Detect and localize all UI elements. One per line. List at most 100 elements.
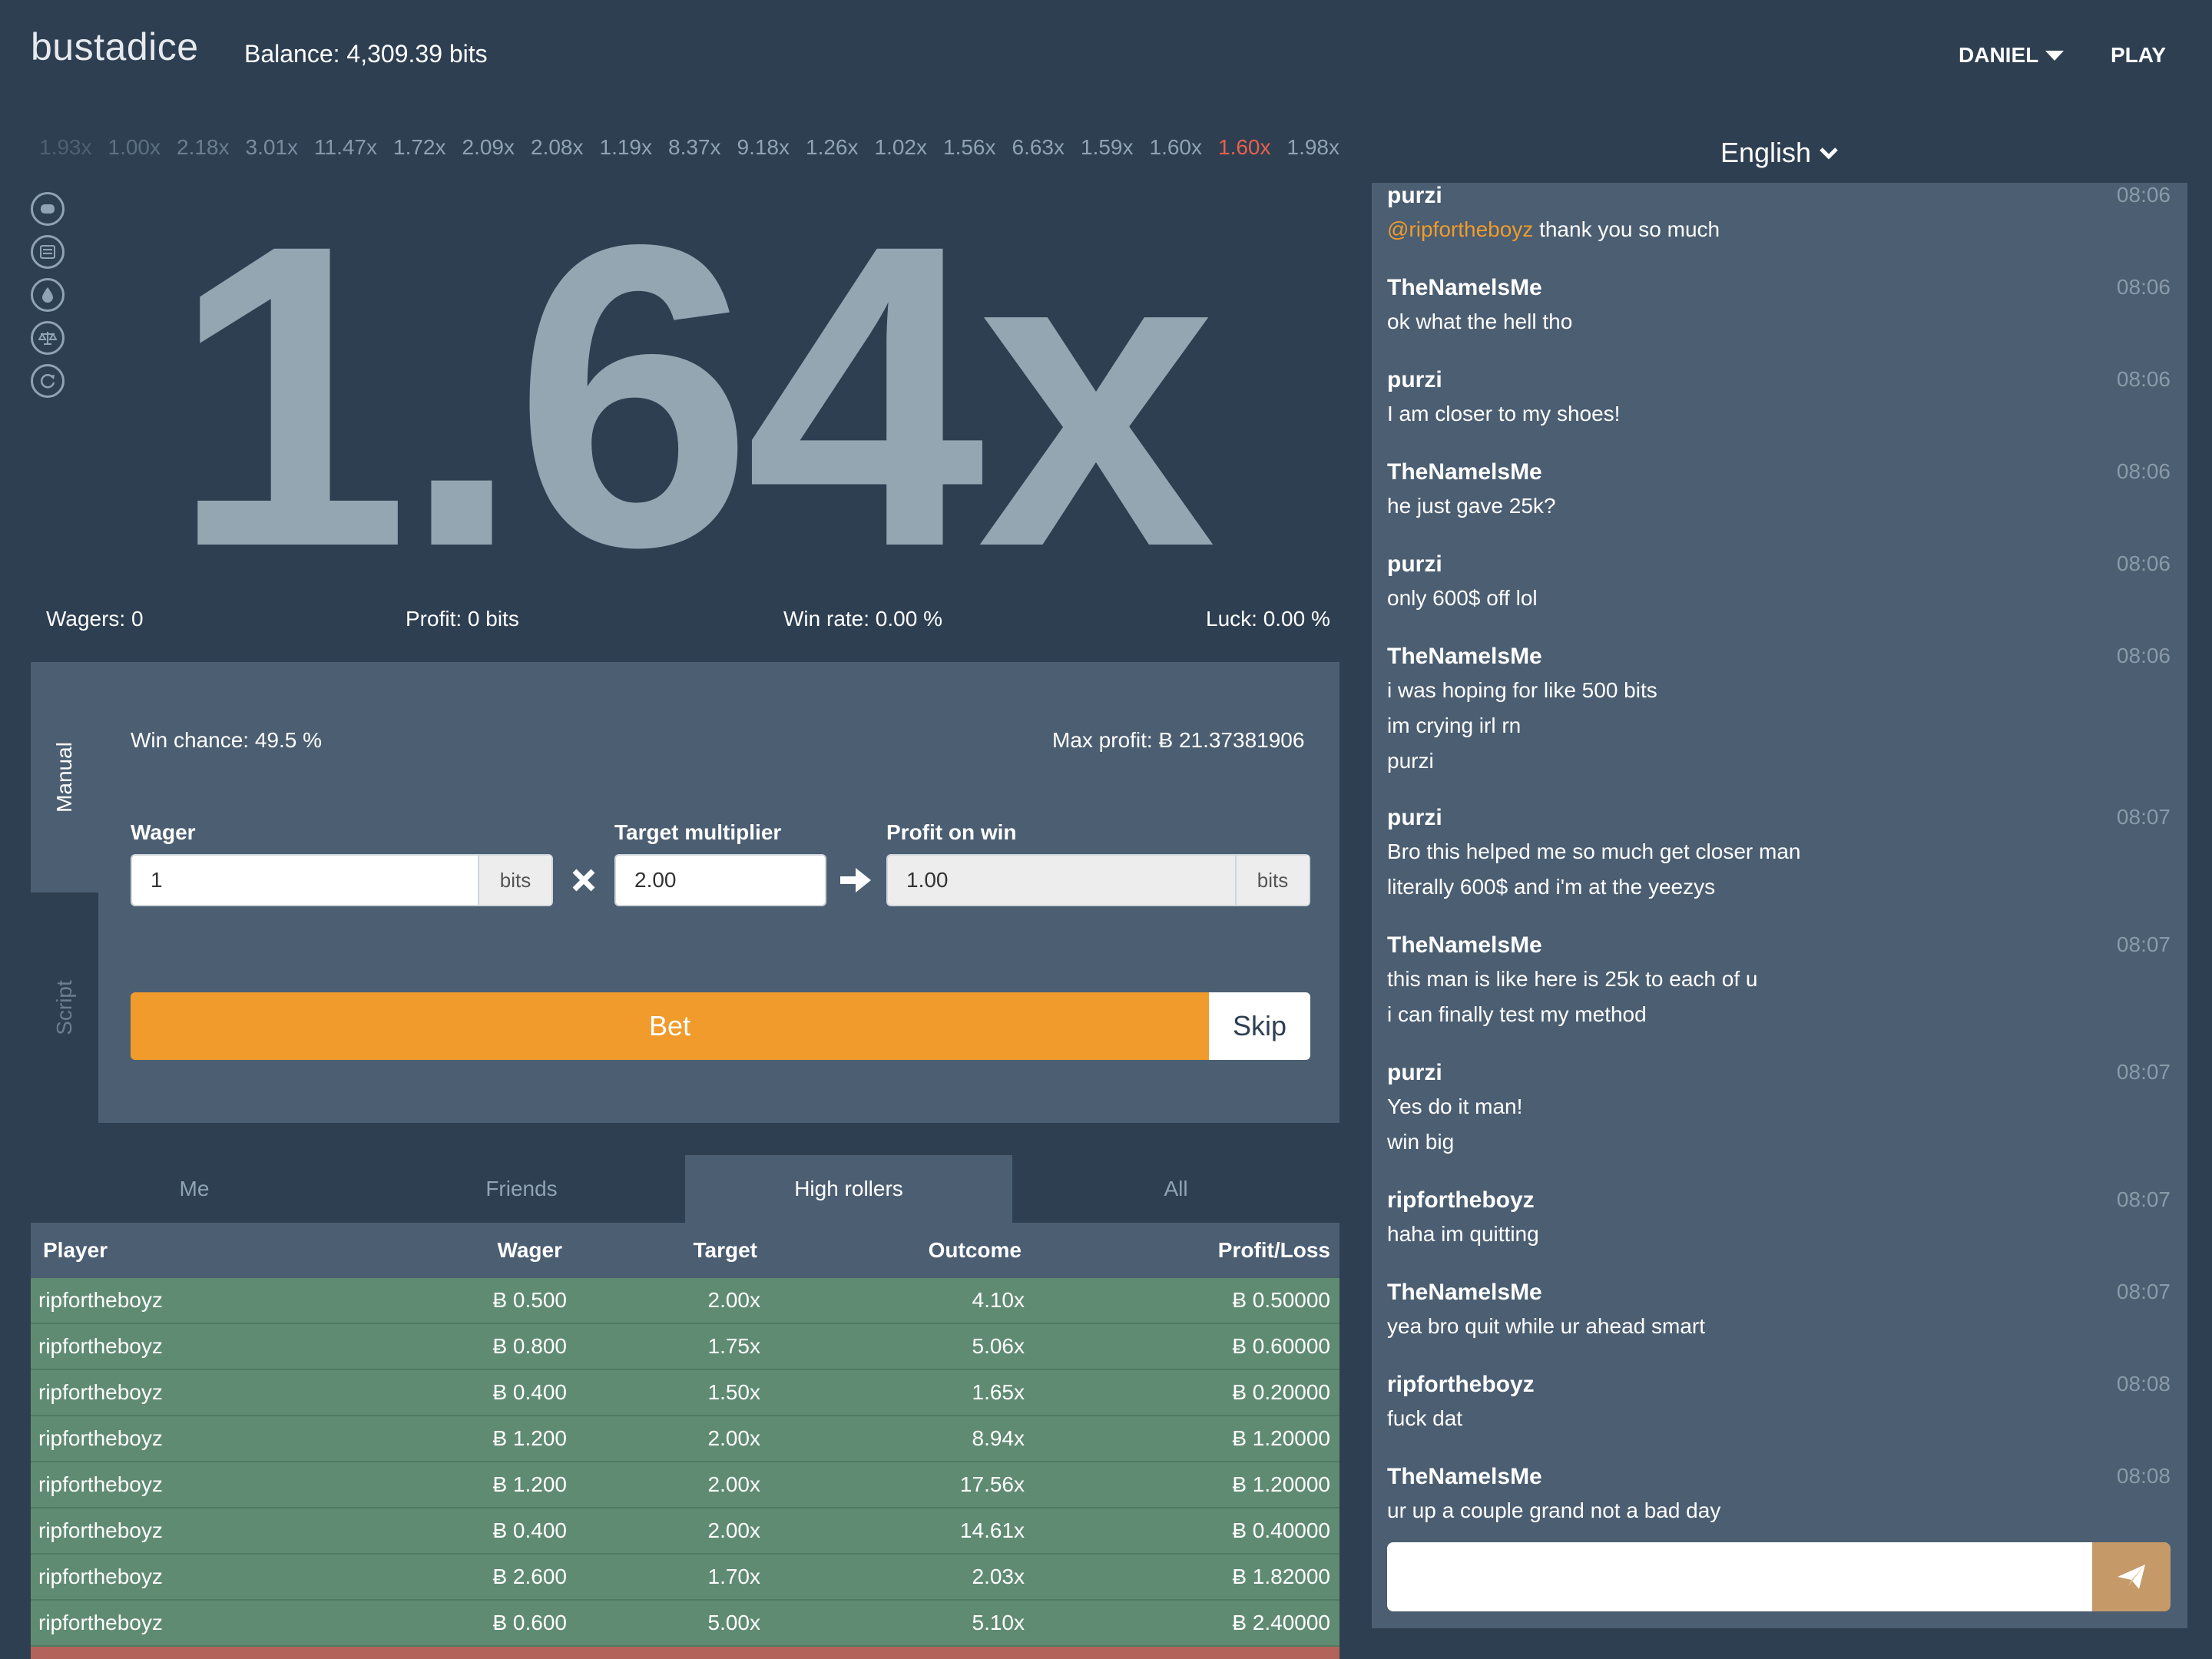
player-cell[interactable]: ripfortheboyz [38, 1380, 163, 1404]
chat-username[interactable]: purzi [1387, 1060, 1442, 1085]
player-cell[interactable]: ripfortheboyz [38, 1565, 163, 1588]
chat-message: TheNamelsMe 08:08 ur up a couple grand not… [1387, 1464, 2171, 1525]
chat-message-text: Yes do it man! [1387, 1094, 1523, 1118]
history-multiplier[interactable]: 1.56x [943, 135, 996, 159]
wager-input[interactable] [132, 868, 478, 892]
player-cell[interactable]: ripfortheboyz [38, 1472, 163, 1496]
history-multiplier[interactable]: 2.08x [531, 135, 584, 159]
user-menu[interactable]: DANIEL [1959, 43, 2065, 68]
table-row[interactable]: ripfortheboyz Ƀ 0.600 5.00x 5.10x Ƀ 2.40000 [31, 1601, 1339, 1647]
chat-username[interactable]: TheNamelsMe [1387, 275, 1542, 300]
chat-timestamp: 08:07 [2116, 805, 2171, 829]
target-cell: 1.50x [707, 1380, 761, 1404]
history-multiplier[interactable]: 11.47x [314, 135, 377, 159]
chat-username[interactable]: purzi [1387, 551, 1442, 577]
win-rate-stat: Win rate: 0.00 % [783, 607, 942, 631]
piggy-bank-icon[interactable] [31, 192, 65, 226]
history-multiplier[interactable]: 1.59x [1081, 135, 1134, 159]
outcome-cell: 5.06x [972, 1334, 1025, 1358]
target-multiplier-label: Target multiplier [614, 820, 782, 844]
refresh-icon[interactable] [31, 364, 65, 398]
chat-message-text: i can finally test my method [1387, 1002, 1647, 1026]
outcome-cell: 2.03x [972, 1565, 1025, 1588]
history-multiplier[interactable]: 1.19x [599, 135, 653, 159]
send-button[interactable] [2092, 1542, 2171, 1611]
history-multiplier[interactable]: 1.60x [1149, 135, 1203, 159]
chat-username[interactable]: ripfortheboyz [1387, 1187, 1535, 1213]
tab-friends[interactable]: Friends [485, 1177, 558, 1200]
history-multiplier[interactable]: 1.93x [39, 135, 92, 159]
player-cell[interactable]: ripfortheboyz [38, 1288, 163, 1312]
history-multiplier[interactable]: 2.09x [462, 135, 515, 159]
history-multiplier[interactable]: 9.18x [737, 135, 790, 159]
tab-manual[interactable]: Manual [31, 662, 98, 892]
chat-timestamp: 08:06 [2116, 644, 2171, 667]
history-multiplier[interactable]: 6.63x [1012, 135, 1065, 159]
chat-message-text: haha im quitting [1387, 1222, 1539, 1246]
player-cell[interactable]: ripfortheboyz [38, 1334, 163, 1358]
wager-unit: bits [478, 856, 551, 905]
chat-username[interactable]: TheNamelsMe [1387, 1464, 1542, 1489]
app-logo[interactable]: bustadice [31, 25, 199, 68]
chat-username[interactable]: TheNamelsMe [1387, 932, 1542, 958]
player-cell[interactable]: ripfortheboyz [38, 1518, 163, 1542]
player-cell[interactable]: ripfortheboyz [38, 1426, 163, 1450]
table-row[interactable]: ripfortheboyz Ƀ 0.800 1.75x 5.06x Ƀ 0.60000 [31, 1324, 1339, 1370]
chat-username[interactable]: purzi [1387, 805, 1442, 830]
chat-message: purzi 08:06 @ripfortheboyz thank you so mu… [1387, 183, 2171, 244]
target-multiplier-input[interactable] [616, 868, 825, 892]
history-multiplier[interactable]: 1.72x [393, 135, 446, 159]
chat-language-selector[interactable]: English [1372, 123, 2187, 183]
history-multiplier[interactable]: 1.98x [1286, 135, 1340, 159]
history-multiplier[interactable]: 8.37x [668, 135, 721, 159]
profit-loss-cell: Ƀ 0.60000 [1232, 1334, 1330, 1358]
skip-button[interactable]: Skip [1209, 992, 1310, 1060]
chat-input[interactable] [1387, 1542, 2092, 1611]
chat-username[interactable]: ripfortheboyz [1387, 1372, 1535, 1397]
chat-username[interactable]: purzi [1387, 183, 1442, 208]
balance-display: Balance: 4,309.39 bits [244, 40, 488, 68]
target-cell: 1.70x [707, 1565, 761, 1588]
chat-message-text: he just gave 25k? [1387, 494, 1556, 518]
wager-cell: Ƀ 0.800 [492, 1334, 567, 1358]
chat-username[interactable]: TheNamelsMe [1387, 644, 1542, 669]
player-cell[interactable]: ripfortheboyz [38, 1611, 163, 1634]
tab-all[interactable]: All [1164, 1177, 1188, 1200]
history-multiplier[interactable]: 2.18x [177, 135, 230, 159]
table-header: Player Wager Target Outcome Profit/Loss [31, 1223, 1339, 1278]
profit-loss-cell: Ƀ 1.82000 [1232, 1565, 1330, 1588]
table-row[interactable]: ripfortheboyz Ƀ 0.500 2.00x 4.10x Ƀ 0.50000 [31, 1278, 1339, 1324]
table-row[interactable]: ripfortheboyz Ƀ 1.200 2.00x 17.56x Ƀ 1.20000 [31, 1462, 1339, 1508]
table-row[interactable]: ripfortheboyz Ƀ 1.200 2.00x 8.94x Ƀ 1.20000 [31, 1416, 1339, 1462]
balance-scale-icon[interactable] [31, 321, 65, 355]
target-cell: 2.00x [707, 1472, 761, 1496]
table-row[interactable]: ripfortheboyz Ƀ 0.400 2.00x 14.61x Ƀ 0.40000 [31, 1508, 1339, 1555]
history-multiplier[interactable]: 1.00x [108, 135, 161, 159]
table-row[interactable]: ripfortheboyz Ƀ 2.600 1.70x 2.03x Ƀ 1.82000 [31, 1555, 1339, 1601]
chat-username[interactable]: purzi [1387, 367, 1442, 392]
history-multiplier[interactable]: 1.60x [1218, 135, 1271, 159]
calculator-icon[interactable] [31, 235, 65, 269]
chat-message: ripfortheboyz 08:08 fuck dat [1387, 1372, 2171, 1433]
table-row[interactable]: ripfortheboyz Ƀ 0.400 1.50x 1.65x Ƀ 0.20000 [31, 1370, 1339, 1416]
crash-multiplier-display: 1.64x [171, 155, 1216, 636]
tab-me[interactable]: Me [179, 1177, 210, 1200]
faucet-drop-icon[interactable] [31, 278, 65, 312]
chat-message-text: ur up a couple grand not a bad day [1387, 1498, 1721, 1522]
history-multiplier[interactable]: 1.26x [806, 135, 859, 159]
chat-username[interactable]: TheNamelsMe [1387, 1280, 1542, 1305]
history-multiplier[interactable]: 3.01x [245, 135, 299, 159]
chat-timestamp: 08:06 [2116, 183, 2171, 207]
tab-high-rollers[interactable]: High rollers [685, 1155, 1012, 1223]
chat-username[interactable]: TheNamelsMe [1387, 459, 1542, 485]
play-link[interactable]: PLAY [2111, 43, 2167, 67]
outcome-cell: 1.65x [972, 1380, 1025, 1404]
history-multiplier[interactable]: 1.02x [874, 135, 928, 159]
chat-message-text: this man is like here is 25k to each of … [1387, 967, 1758, 991]
target-cell: 2.00x [707, 1288, 761, 1312]
tab-script[interactable]: Script [31, 892, 98, 1123]
bet-button[interactable]: Bet [131, 992, 1209, 1060]
profit-unit: bits [1235, 856, 1309, 905]
profit-on-win-input [888, 868, 1235, 892]
chat-mention[interactable]: @ripfortheboyz [1387, 217, 1534, 241]
